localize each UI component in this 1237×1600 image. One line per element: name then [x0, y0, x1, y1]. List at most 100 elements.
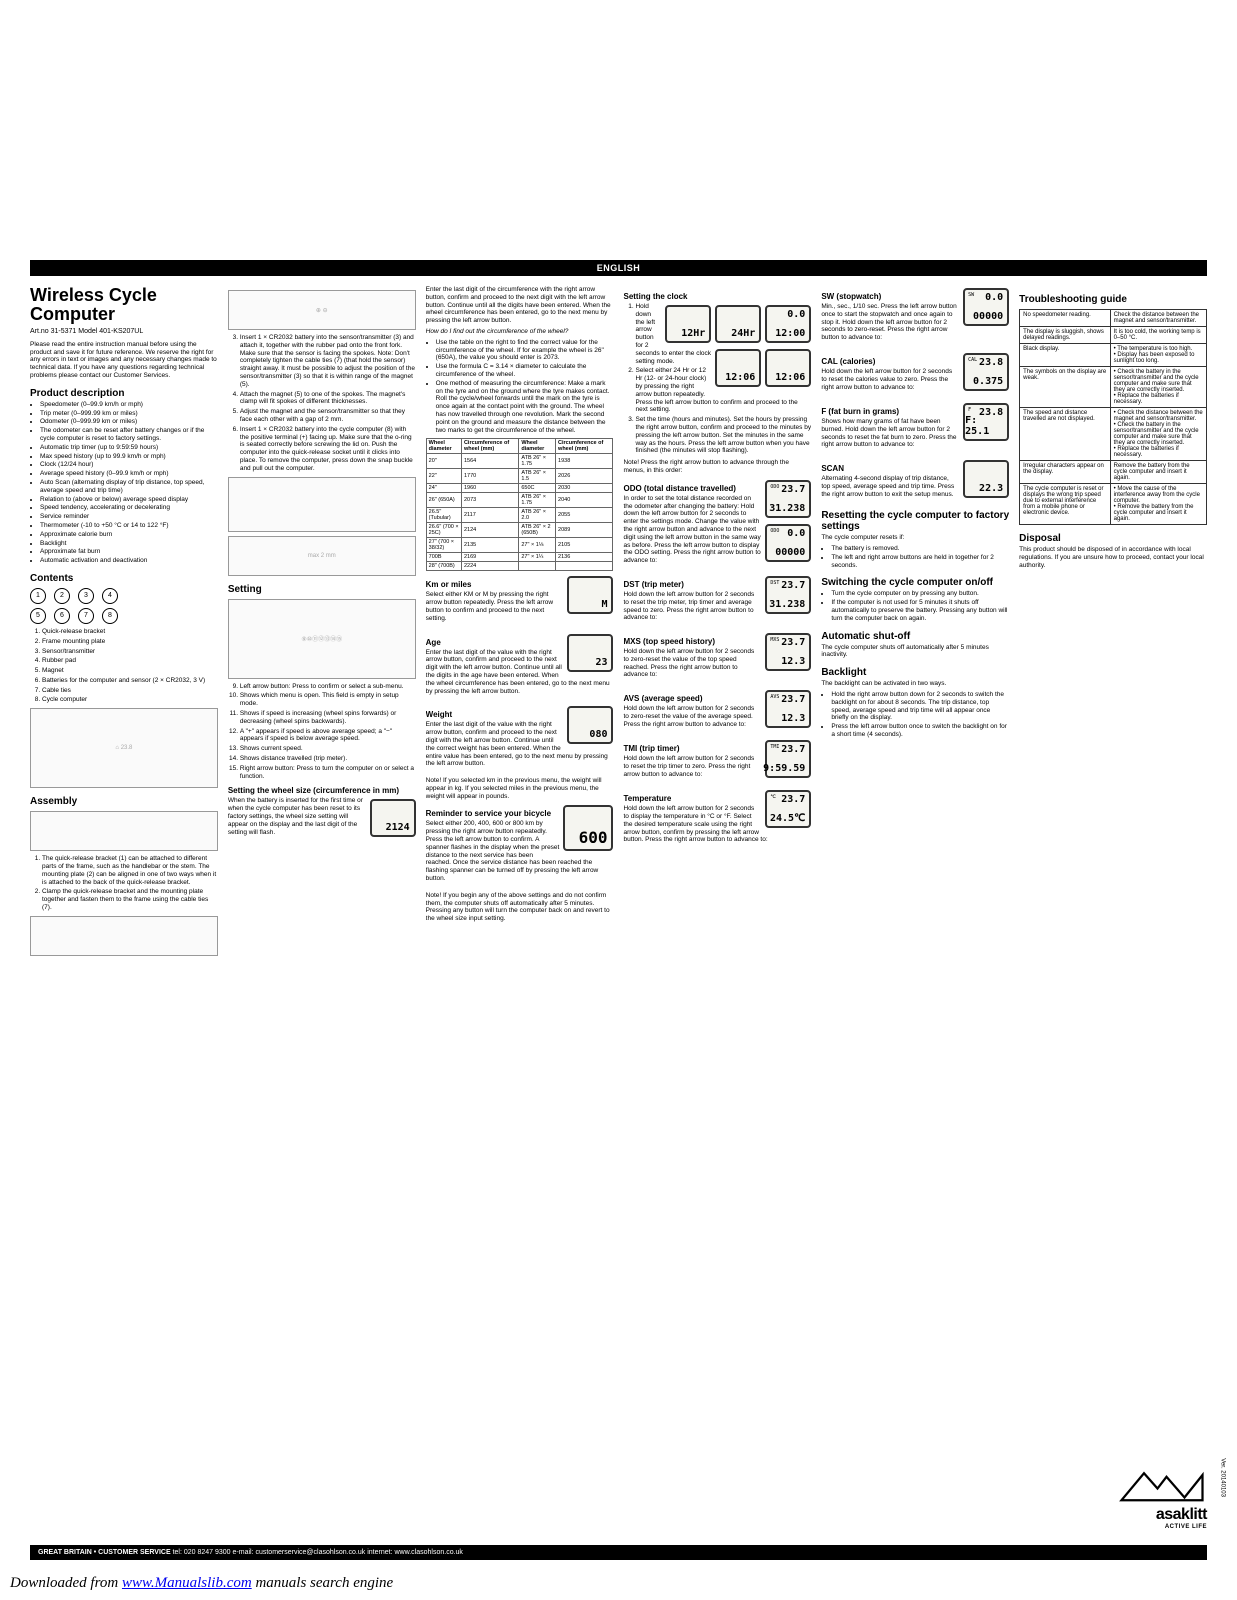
table-cell: Black display. — [1020, 344, 1110, 367]
lcd-age: 23 — [567, 634, 613, 672]
list-item: Quick-release bracket — [42, 628, 218, 636]
install-steps: Insert 1 × CR2032 battery into the senso… — [228, 334, 416, 473]
assembly-diagram-1 — [30, 811, 218, 851]
lcd-clock3: 12Hr — [665, 305, 711, 343]
heading-setting: Setting — [228, 584, 416, 595]
table-cell: The cycle computer is reset or displays … — [1020, 484, 1110, 525]
col-4: Setting the clock 0.012:00 24Hr 12Hr 12:… — [623, 286, 811, 1506]
list-item: Speed tendency, accelerating or decelera… — [40, 504, 218, 512]
download-attribution: Downloaded from www.Manualslib.com manua… — [10, 1575, 393, 1592]
list-item: Approximate calorie burn — [40, 531, 218, 539]
assembly-diagram-2 — [30, 916, 218, 956]
main-title: Wireless Cycle Computer — [30, 286, 218, 324]
list-item: The quick-release bracket (1) can be att… — [42, 855, 218, 886]
list-item: Auto Scan (alternating display of trip d… — [40, 479, 218, 495]
backlight-intro: The backlight can be activated in two wa… — [821, 680, 1009, 688]
lcd-avs: AVS23.712.3 — [765, 690, 811, 728]
battery-diagram: ⊕ ⊖ — [228, 290, 416, 330]
circ-intro: Enter the last digit of the circumferenc… — [426, 286, 614, 325]
heading-wheelsize: Setting the wheel size (circumference in… — [228, 786, 416, 795]
col-6: Troubleshooting guide No speedometer rea… — [1019, 286, 1207, 1506]
setting-legend: Left arrow button: Press to confirm or s… — [228, 683, 416, 781]
lcd-clock4: 12:06 — [765, 349, 811, 387]
logo-text: asaklitt — [1117, 1506, 1207, 1524]
list-item: Automatic trip timer (up to 9:59:59 hour… — [40, 444, 218, 452]
backlight-list: Hold the right arrow button down for 2 s… — [821, 691, 1009, 739]
footer-contact: tel: 020 8247 9300 e-mail: customerservi… — [171, 1549, 463, 1556]
list-item: Turn the cycle computer on by pressing a… — [831, 590, 1009, 598]
table-cell: • Move the cause of the interference awa… — [1110, 484, 1206, 525]
list-item: Shows distance travelled (trip meter). — [240, 755, 416, 763]
lcd-mxs: MXS23.712.3 — [765, 633, 811, 671]
list-item: Shows if speed is increasing (wheel spin… — [240, 710, 416, 726]
heading-trouble: Troubleshooting guide — [1019, 294, 1207, 305]
part-number-icon: 4 — [102, 588, 118, 604]
list-item: Clamp the quick-release bracket and the … — [42, 888, 218, 911]
contents-list: Quick-release bracket Frame mounting plat… — [30, 628, 218, 704]
part-number-icon: 2 — [54, 588, 70, 604]
table-cell: Remove the battery from the cycle comput… — [1110, 461, 1206, 484]
lcd-wheelsize: 2124 — [370, 799, 416, 837]
list-item: Insert 1 × CR2032 battery into the senso… — [240, 334, 416, 389]
list-item: Thermometer (-10 to +50 °C or 14 to 122 … — [40, 522, 218, 530]
part-number-icon: 7 — [78, 608, 94, 624]
part-number-icon: 5 — [30, 608, 46, 624]
table-cell: The display is sluggish, shows delayed r… — [1020, 327, 1110, 344]
list-item: Relation to (above or below) average spe… — [40, 496, 218, 504]
setting-diagram: ⑨⑩⑪⑫⑬⑭⑮ — [228, 599, 416, 679]
lcd-cal: CAL23.80.375 — [963, 353, 1009, 391]
onoff-list: Turn the cycle computer on by pressing a… — [821, 590, 1009, 622]
lcd-odo2: ODO0.000000 — [765, 524, 811, 562]
list-item: The battery is removed. — [831, 545, 1009, 553]
lcd-clock5: 12:06 — [715, 349, 761, 387]
list-item: A "+" appears if speed is above average … — [240, 728, 416, 744]
list-item: Odometer (0–999.99 km or miles) — [40, 418, 218, 426]
list-item: Shows which menu is open. This field is … — [240, 692, 416, 708]
list-item: Service reminder — [40, 513, 218, 521]
list-item: The left and right arrow buttons are hel… — [831, 554, 1009, 570]
dl-prefix: Downloaded from — [10, 1575, 122, 1591]
list-item: Speedometer (0–99.9 km/h or mph) — [40, 401, 218, 409]
auto-text: The cycle computer shuts off automatical… — [821, 644, 1009, 660]
footer-bar: GREAT BRITAIN • CUSTOMER SERVICE tel: 02… — [30, 1545, 1207, 1560]
part-number-icon: 8 — [102, 608, 118, 624]
list-item: Use the formula C = 3.14 × diameter to c… — [436, 363, 614, 379]
assembly-steps: The quick-release bracket (1) can be att… — [30, 855, 218, 912]
col-3: Enter the last digit of the circumferenc… — [426, 286, 614, 1506]
table-cell: No speedometer reading. — [1020, 310, 1110, 327]
list-item: Approximate fat burn — [40, 548, 218, 556]
list-item: Insert 1 × CR2032 battery into the cycle… — [240, 426, 416, 473]
howfind-q: How do I find out the circumference of t… — [426, 328, 614, 336]
list-item: Frame mounting plate — [42, 638, 218, 646]
dl-suffix: manuals search engine — [252, 1575, 394, 1591]
table-cell: The symbols on the display are weak. — [1020, 367, 1110, 408]
list-item: Automatic activation and deactivation — [40, 557, 218, 565]
part-number-icon: 6 — [54, 608, 70, 624]
list-item: Max speed history (up to 99.9 km/h or mp… — [40, 453, 218, 461]
clock-note: Note! Press the right arrow button to ad… — [623, 459, 811, 475]
manualslib-link[interactable]: www.Manualslib.com — [122, 1575, 252, 1591]
lcd-scan: 22.3 — [963, 460, 1009, 498]
heading-onoff: Switching the cycle computer on/off — [821, 577, 1009, 588]
lcd-clock1: 0.012:00 — [765, 305, 811, 343]
list-item: One method of measuring the circumferenc… — [436, 380, 614, 435]
magnet-diagram: max 2 mm — [228, 536, 416, 576]
howfind-list: Use the table on the right to find the c… — [426, 339, 614, 435]
list-item: Rubber pad — [42, 657, 218, 665]
list-item: Set the time (hours and minutes). Set th… — [635, 416, 811, 455]
reset-intro: The cycle computer resets if: — [821, 534, 1009, 542]
table-cell: It is too cold, the working temp is 0–50… — [1110, 327, 1206, 344]
lcd-temp: ℃23.724.5℃ — [765, 790, 811, 828]
manual-page: ENGLISH Wireless Cycle Computer Art.no 3… — [0, 0, 1237, 1600]
heading-reset: Resetting the cycle computer to factory … — [821, 510, 1009, 532]
table-cell: Irregular characters appear on the displ… — [1020, 461, 1110, 484]
language-bar: ENGLISH — [30, 260, 1207, 276]
list-item: Cycle computer — [42, 696, 218, 704]
table-cell: • Check the distance between the magnet … — [1110, 408, 1206, 461]
troubleshooting-table: No speedometer reading.Check the distanc… — [1019, 309, 1207, 525]
table-cell: Check the distance between the magnet an… — [1110, 310, 1206, 327]
list-item: Clock (12/24 hour) — [40, 461, 218, 469]
mountain-icon — [1117, 1464, 1207, 1504]
footer-country: GREAT BRITAIN • CUSTOMER SERVICE — [38, 1549, 171, 1556]
lcd-reminder: 600 — [563, 805, 613, 851]
